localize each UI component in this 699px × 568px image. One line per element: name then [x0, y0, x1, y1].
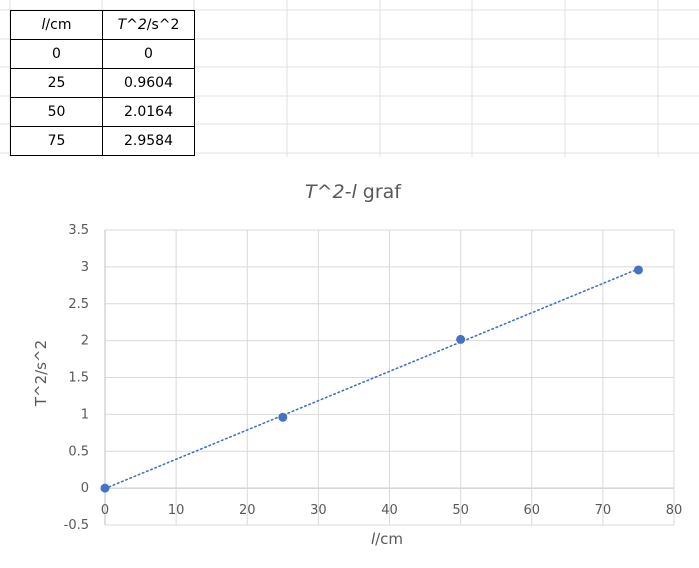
x-tick-label: 40 [381, 503, 398, 518]
y-tick-label: 0 [81, 481, 89, 496]
table-cell[interactable]: 2.0164 [102, 97, 195, 127]
table-row: 75 2.9584 [10, 126, 195, 156]
y-tick-label: -0.5 [64, 518, 89, 533]
chart-area[interactable]: -0.5 0 0.5 1 1.5 2 2.5 3 3.5 0 10 20 30 40 50 60 70 80 T… [8, 157, 699, 568]
x-tick-label: 50 [452, 503, 469, 518]
y-tick-label: 3 [81, 260, 89, 275]
x-axis-ticks: 0 10 20 30 40 50 60 70 80 [101, 503, 682, 518]
data-points [100, 265, 643, 493]
table-row: 50 2.0164 [10, 97, 195, 127]
y-axis-ticks: -0.5 0 0.5 1 1.5 2 2.5 3 3.5 [64, 223, 89, 533]
table-cell[interactable]: 0.9604 [102, 68, 195, 98]
y-tick-label: 2 [81, 334, 89, 349]
table-cell[interactable]: 2.9584 [102, 126, 195, 156]
linear-trendline[interactable] [104, 268, 640, 490]
table-row: 25 0.9604 [10, 68, 195, 98]
x-tick-label: 80 [666, 503, 683, 518]
y-tick-label: 3.5 [68, 223, 89, 238]
data-point[interactable] [456, 334, 466, 344]
x-tick-label: 70 [595, 503, 612, 518]
table-cell[interactable]: 75 [10, 126, 103, 156]
chart-title: T^2-l graf [305, 181, 402, 203]
y-tick-label: 2.5 [68, 297, 89, 312]
y-axis-title: T^2/s^2 [32, 340, 50, 407]
y-tick-label: 1 [81, 407, 89, 422]
table-cell[interactable]: 25 [10, 68, 103, 98]
y-tick-label: 1.5 [68, 371, 89, 386]
table-cell[interactable]: 50 [10, 97, 103, 127]
x-tick-label: 20 [239, 503, 256, 518]
data-point[interactable] [278, 412, 288, 422]
header-period-squared[interactable]: T^2/s^2 [102, 10, 195, 40]
x-tick-label: 60 [523, 503, 540, 518]
table-row: 0 0 [10, 39, 195, 69]
data-point[interactable] [100, 483, 110, 493]
data-table: l/cm T^2/s^2 0 0 25 0.9604 50 2.0164 75 … [10, 10, 195, 156]
x-tick-label: 0 [101, 503, 109, 518]
y-tick-label: 0.5 [68, 444, 89, 459]
header-length[interactable]: l/cm [10, 10, 103, 40]
table-header-row: l/cm T^2/s^2 [10, 10, 195, 40]
data-point[interactable] [633, 265, 643, 275]
table-cell[interactable]: 0 [10, 39, 103, 69]
scatter-chart[interactable]: -0.5 0 0.5 1 1.5 2 2.5 3 3.5 0 10 20 30 40 50 60 70 80 T… [8, 157, 699, 568]
gridlines [104, 229, 675, 526]
x-tick-label: 10 [168, 503, 185, 518]
x-axis-title: l/cm [371, 530, 403, 548]
table-cell[interactable]: 0 [102, 39, 195, 69]
x-tick-label: 30 [310, 503, 327, 518]
trendline-group [104, 268, 640, 490]
